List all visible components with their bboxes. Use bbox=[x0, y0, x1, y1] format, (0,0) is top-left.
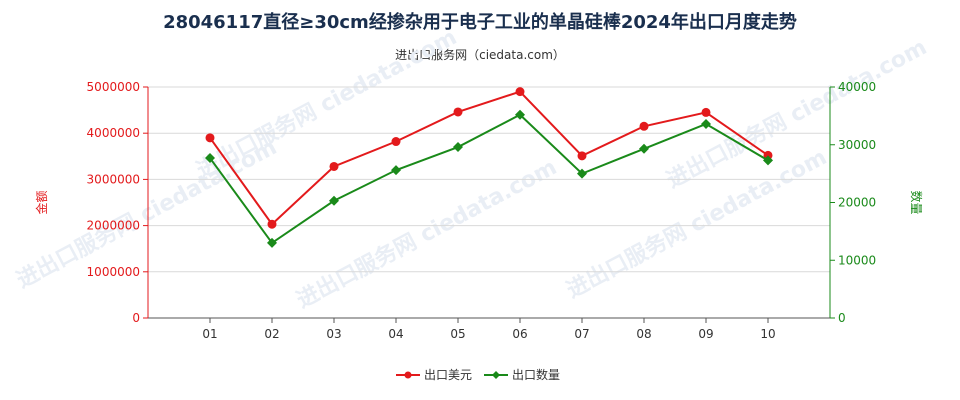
legend-marker-amount bbox=[404, 371, 412, 379]
legend-marker-quantity bbox=[492, 371, 500, 379]
chart-title: 28046117直径≥30cm经掺杂用于电子工业的单晶硅棒2024年出口月度走势 bbox=[163, 12, 797, 33]
x-tick-label: 02 bbox=[264, 327, 279, 341]
x-tick-label: 09 bbox=[698, 327, 713, 341]
right-tick-label: 30000 bbox=[838, 138, 876, 152]
data-point-amount bbox=[515, 87, 525, 97]
data-point-quantity bbox=[639, 143, 649, 154]
data-point-amount bbox=[267, 219, 277, 229]
data-point-quantity bbox=[329, 195, 339, 206]
x-tick-label: 07 bbox=[574, 327, 589, 341]
left-tick-label: 1000000 bbox=[87, 265, 140, 279]
chart-subtitle: 进出口服务网（ciedata.com） bbox=[395, 48, 565, 62]
legend: 出口美元 出口数量 bbox=[396, 367, 560, 382]
x-tick-label: 10 bbox=[760, 327, 775, 341]
data-point-quantity bbox=[515, 109, 525, 120]
data-point-amount bbox=[639, 121, 649, 131]
data-point-amount bbox=[577, 151, 587, 161]
right-axis-label: 数量 bbox=[909, 190, 924, 214]
data-point-quantity bbox=[453, 142, 463, 153]
right-tick-label: 40000 bbox=[838, 80, 876, 94]
watermark-text: 进出口服务网 ciedata.com bbox=[293, 155, 561, 313]
data-point-quantity bbox=[577, 168, 587, 179]
left-tick-label: 2000000 bbox=[87, 219, 140, 233]
watermark-text: 进出口服务网 ciedata.com bbox=[193, 25, 461, 183]
right-tick-label: 0 bbox=[838, 311, 846, 325]
data-point-quantity bbox=[763, 155, 773, 166]
right-tick-label: 10000 bbox=[838, 253, 876, 267]
legend-label-1: 出口美元 bbox=[424, 368, 472, 382]
x-tick-label: 01 bbox=[202, 327, 217, 341]
axes: 0100000020000003000000400000050000000100… bbox=[34, 80, 924, 341]
left-tick-label: 3000000 bbox=[87, 172, 140, 186]
legend-label-2: 出口数量 bbox=[512, 367, 560, 382]
left-tick-label: 0 bbox=[132, 311, 140, 325]
left-tick-label: 5000000 bbox=[87, 80, 140, 94]
series-layer bbox=[205, 87, 773, 248]
left-axis-label: 金额 bbox=[34, 190, 49, 214]
data-point-amount bbox=[205, 133, 215, 143]
data-point-amount bbox=[391, 137, 401, 147]
data-point-quantity bbox=[391, 165, 401, 176]
series-line-1 bbox=[209, 90, 769, 226]
data-point-quantity bbox=[701, 118, 711, 129]
data-point-amount bbox=[701, 107, 711, 117]
data-point-amount bbox=[329, 161, 339, 171]
x-tick-label: 03 bbox=[326, 327, 341, 341]
x-tick-label: 06 bbox=[512, 327, 527, 341]
x-tick-label: 05 bbox=[450, 327, 465, 341]
watermark-layer: 进出口服务网 ciedata.com 进出口服务网 ciedata.com 进出口服… bbox=[13, 25, 931, 313]
x-tick-label: 08 bbox=[636, 327, 651, 341]
series-line-2 bbox=[209, 113, 769, 245]
right-tick-label: 20000 bbox=[838, 196, 876, 210]
data-point-quantity bbox=[205, 153, 215, 164]
x-tick-label: 04 bbox=[388, 327, 403, 341]
left-tick-label: 4000000 bbox=[87, 126, 140, 140]
data-point-quantity bbox=[267, 237, 277, 248]
data-point-amount bbox=[453, 107, 463, 117]
